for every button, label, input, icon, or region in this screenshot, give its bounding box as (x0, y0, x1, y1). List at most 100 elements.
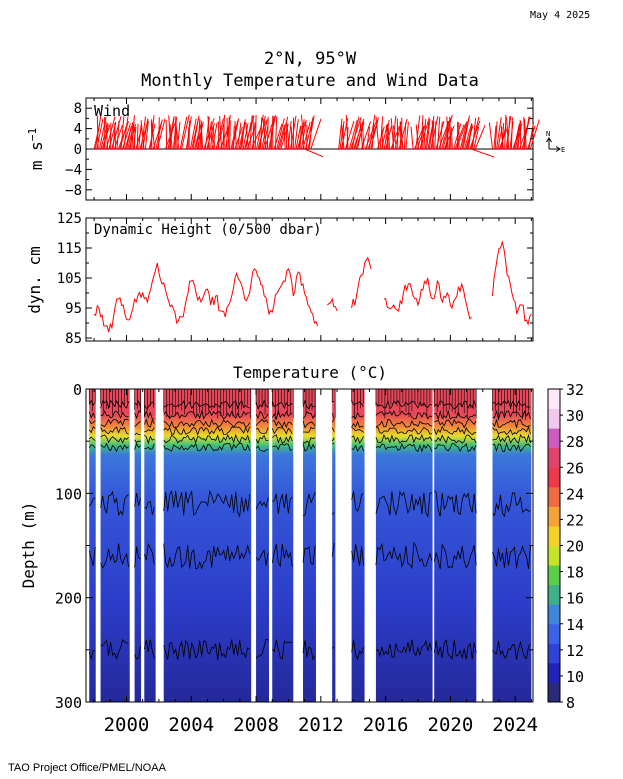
svg-text:m s−1: m s−1 (26, 128, 46, 170)
wind-vector (219, 115, 223, 150)
isotherm-line (144, 500, 155, 515)
wind-vector (493, 125, 497, 150)
dyn-panel-frame (85, 217, 534, 342)
wind-vector (392, 125, 397, 150)
colorbar-swatch (548, 447, 560, 468)
wind-vector (212, 125, 216, 150)
wind-vector (501, 122, 505, 150)
isotherm-line (271, 401, 293, 410)
isotherm-line (143, 401, 155, 410)
isotherm-line (163, 543, 251, 570)
isotherm-line (375, 442, 433, 453)
colorbar-tick-label: 30 (566, 407, 584, 425)
wind-vector (341, 125, 345, 150)
wind-vector (390, 118, 395, 150)
isotherm-line (492, 399, 531, 410)
wind-vector (415, 124, 420, 150)
wind-vector (410, 126, 414, 150)
wind-vector (510, 117, 513, 150)
wind-vector (126, 126, 132, 150)
wind-vector (229, 120, 231, 150)
wind-vector (405, 121, 409, 150)
wind-vector (345, 114, 349, 150)
isotherm-line (134, 646, 141, 660)
wind-vector (359, 118, 364, 150)
wind-vector (488, 122, 494, 150)
temp-x-tick-label: 2016 (363, 714, 409, 736)
wind-y-tick-label: 8 (74, 101, 82, 117)
isotherm-line (255, 434, 269, 445)
isotherm-line (100, 418, 129, 428)
wind-vector (462, 115, 470, 150)
dyn-panel-label: Dynamic Height (0/500 dbar) (94, 222, 322, 238)
wind-vector (290, 126, 293, 150)
wind-vector (207, 115, 210, 150)
isotherm-line (375, 399, 433, 410)
isotherm-line (88, 547, 96, 567)
wind-vector (165, 120, 168, 150)
wind-vector (286, 123, 290, 150)
isotherm-line (134, 442, 141, 450)
wind-vector (441, 120, 451, 150)
wind-vectors (93, 114, 540, 158)
colorbar-swatch (548, 467, 560, 488)
wind-vector (368, 114, 376, 150)
wind-vector (245, 122, 249, 150)
temp-y-tick-label: 200 (55, 590, 82, 608)
isotherm-line (492, 418, 531, 429)
isotherm-line (375, 639, 433, 659)
wind-vector (227, 116, 230, 150)
wind-vector (262, 118, 267, 150)
isotherm-line (302, 492, 316, 517)
isotherm-line (433, 490, 477, 517)
wind-vector (385, 124, 389, 150)
wind-vector (200, 120, 204, 150)
wind-vector (381, 126, 384, 150)
wind-vector (234, 121, 237, 150)
wind-vector (114, 123, 117, 150)
isotherm-line (100, 426, 129, 435)
wind-vector (192, 115, 200, 150)
wind-vector (467, 126, 472, 150)
isotherm-line (143, 639, 155, 659)
dyn-x-ticks (93, 218, 532, 341)
isotherm-line (492, 425, 531, 436)
isotherm-line (272, 434, 293, 444)
isotherm-line (163, 399, 250, 410)
wind-vector (506, 116, 511, 150)
temperature-data-block (434, 389, 477, 702)
colorbar-swatch (548, 408, 560, 429)
dyn-y-ticks: 125 115 105 95 85 (57, 211, 533, 347)
colorbar-swatch (548, 604, 560, 625)
wind-vector (529, 119, 540, 150)
colorbar-tick-label: 26 (566, 459, 584, 477)
isotherm-line (163, 639, 250, 661)
wind-vector (436, 116, 441, 150)
isotherm-line (144, 434, 155, 445)
wind-vector (181, 114, 190, 150)
wind-vector (366, 126, 371, 150)
dyn-y-tick-label: 125 (57, 211, 82, 227)
isotherm-line (143, 418, 155, 428)
wind-vector (233, 125, 235, 150)
colorbar-swatch (548, 643, 560, 664)
isotherm-line (163, 489, 251, 518)
wind-panel: 8 4 0 −4 −8 Wind m s−1 N E (26, 97, 565, 201)
isotherm-line (144, 427, 155, 433)
isotherm-line (272, 420, 293, 429)
colorbar-swatch (548, 525, 560, 546)
wind-vector (294, 119, 299, 150)
wind-vector (116, 120, 120, 150)
dyn-y-tick-label: 85 (65, 331, 82, 347)
isotherm-line (492, 441, 531, 453)
wind-vector (500, 125, 504, 150)
wind-vector (370, 117, 379, 150)
dynamic-height-series (93, 240, 532, 333)
temp-x-tick-label: 2020 (428, 714, 474, 736)
colorbar-tick-label: 16 (566, 590, 584, 608)
isotherm-line (331, 542, 335, 557)
wind-vector (420, 115, 424, 150)
isotherm-line (351, 543, 364, 567)
wind-vector (130, 122, 134, 150)
isotherm-line (163, 418, 251, 429)
